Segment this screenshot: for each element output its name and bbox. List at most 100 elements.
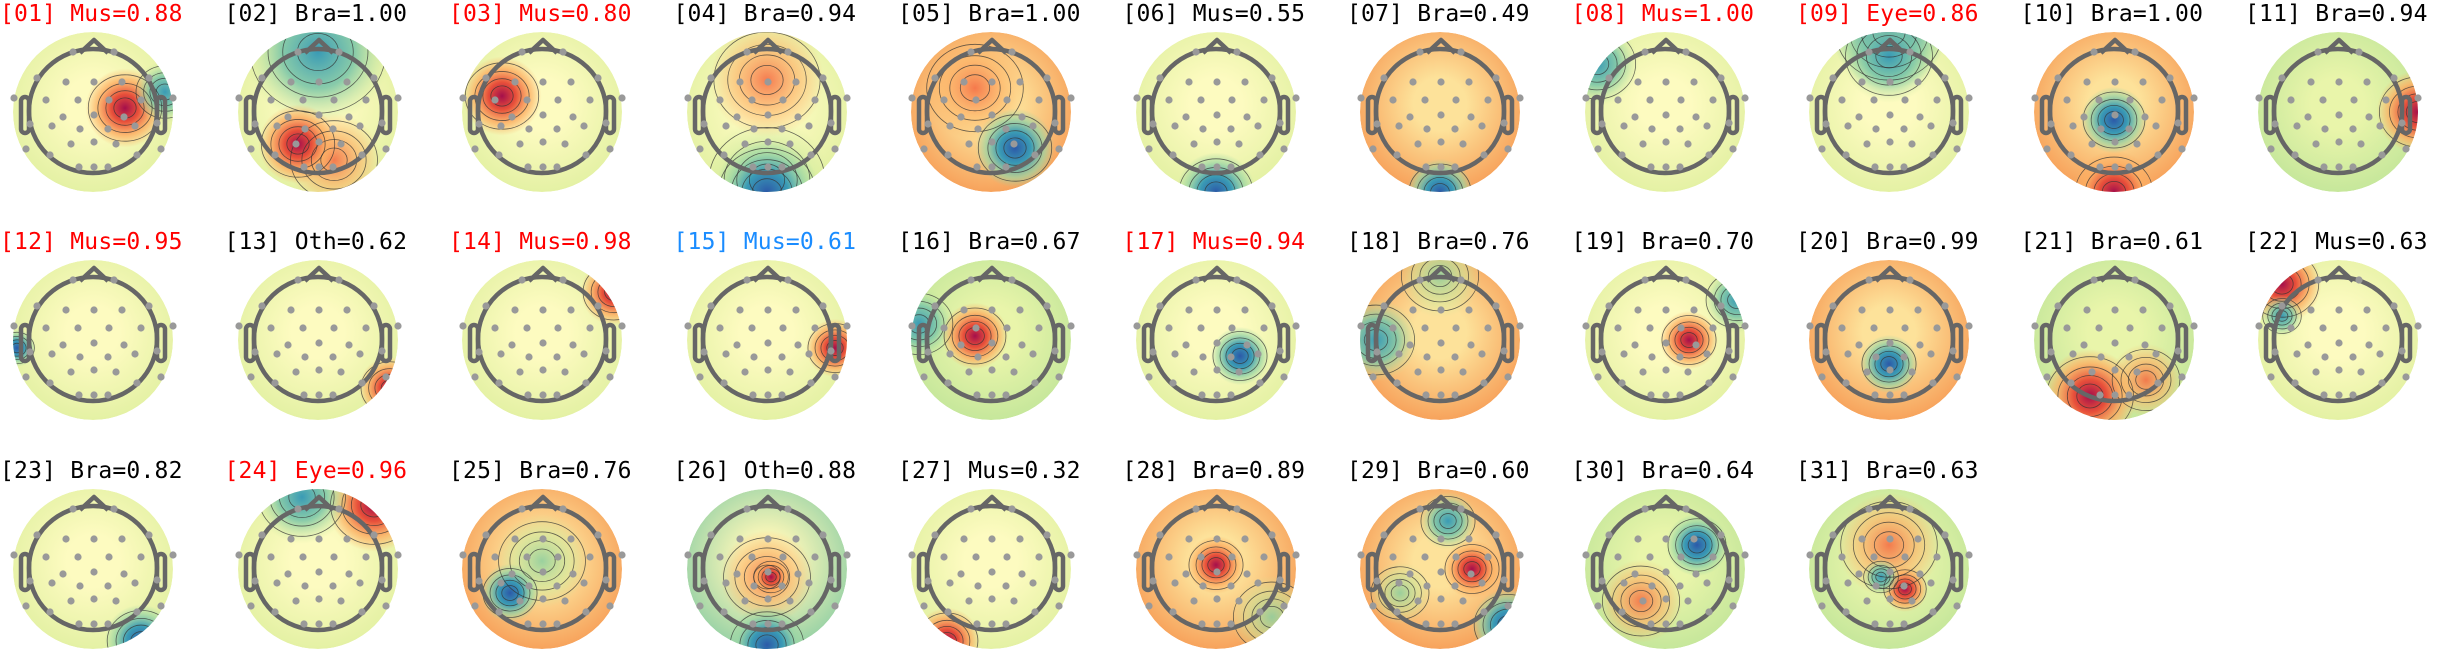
electrode-dot — [1844, 350, 1852, 358]
head-outline — [1590, 494, 1739, 633]
electrode-dot — [1844, 122, 1852, 130]
electrode-dot — [75, 163, 83, 171]
electrode-dot — [1191, 48, 1200, 56]
electrode-dot — [2110, 366, 2119, 374]
electrode-dot — [1067, 551, 1075, 559]
electrode-dot — [1155, 531, 1164, 539]
electrode-dot — [2096, 125, 2105, 133]
electrode-dot — [1702, 579, 1711, 587]
electrode-dot — [740, 368, 749, 376]
electrode-dot — [46, 608, 54, 616]
electrode-dot — [76, 353, 84, 361]
electrode-dot — [357, 608, 366, 616]
contour-line — [1863, 521, 1915, 569]
electrode-dot — [1003, 324, 1011, 332]
electrode-dot — [602, 347, 610, 355]
contour-line — [949, 64, 1001, 112]
electrode-dot — [1457, 505, 1465, 513]
electrode-dot — [1500, 119, 1508, 127]
electrode-dot — [46, 151, 54, 159]
electrode-dot — [46, 379, 54, 387]
electrode-dot — [2312, 140, 2320, 148]
electrode-dot — [1212, 163, 1221, 171]
electrode-dot — [283, 570, 292, 578]
electrode-dot — [1380, 531, 1388, 539]
electrode-dot — [2094, 96, 2103, 104]
electrode-dot — [2124, 163, 2133, 171]
topomap-blob — [941, 302, 1009, 370]
electrode-dot — [988, 306, 996, 314]
topomap — [459, 489, 626, 649]
electrode-dot — [1941, 531, 1949, 539]
electrode-dot — [972, 96, 980, 104]
electrode-dot — [1630, 570, 1639, 578]
electrode-dot — [1728, 373, 1737, 381]
topomap — [1806, 489, 1973, 649]
head-outline — [18, 37, 168, 176]
electrode-dot — [602, 576, 610, 584]
electrode-dot — [1191, 505, 1200, 513]
electrode-dot — [1055, 145, 1063, 153]
electrode-dot — [946, 350, 954, 358]
electrode-dot — [272, 350, 281, 358]
electrode-dot — [972, 553, 980, 561]
topomap — [908, 260, 1075, 420]
electrode-dot — [2130, 276, 2139, 284]
contour-line — [2111, 349, 2180, 411]
electrode-dot — [2087, 368, 2096, 376]
electrode-dot — [62, 78, 70, 86]
contour-line — [2096, 105, 2131, 135]
electrode-dot — [2307, 306, 2315, 314]
electrode-dot — [369, 74, 378, 82]
electrode-dot — [618, 551, 626, 559]
topomap — [2030, 260, 2198, 420]
electrode-dot — [491, 553, 499, 561]
electrode-dot — [2312, 368, 2320, 376]
topomap-blob — [1210, 326, 1269, 386]
contour-line — [2378, 76, 2418, 148]
electrode-dot — [1630, 341, 1639, 349]
electrode-dot — [1900, 391, 1908, 399]
topomap — [10, 32, 177, 192]
electrode-dot — [1423, 582, 1431, 590]
electrode-dot — [965, 597, 973, 605]
electrode-dot — [1492, 302, 1500, 310]
electrode-dot — [1437, 568, 1445, 576]
electrode-dot — [511, 306, 519, 314]
electrode-dot — [830, 373, 839, 381]
contour-line — [285, 133, 310, 155]
electrode-dot — [1423, 125, 1431, 133]
electrode-dot — [972, 324, 980, 332]
contour-line — [1384, 578, 1416, 608]
electrode-dot — [76, 125, 84, 133]
electrode-dot — [735, 306, 744, 314]
electrode-dot — [2357, 140, 2365, 148]
electrode-dot — [1437, 111, 1445, 119]
electrode-dot — [957, 341, 965, 349]
electrode-dot — [257, 302, 266, 310]
electrode-dot — [732, 341, 741, 349]
head-outline — [18, 265, 168, 404]
electrode-dot — [2165, 74, 2174, 82]
electrode-dot — [2110, 391, 2119, 399]
component-title: [15] Mus=0.61 — [673, 229, 857, 255]
electrode-dot — [1900, 163, 1908, 171]
contour-line — [495, 579, 525, 607]
electrode-dot — [1016, 78, 1024, 86]
electrode-dot — [1373, 120, 1381, 128]
electrode-dot — [26, 348, 34, 356]
electrode-dot — [250, 348, 259, 356]
electrode-dot — [1421, 324, 1429, 332]
electrode-dot — [283, 113, 292, 121]
electrode-dot — [329, 553, 338, 561]
electrode-dot — [1728, 145, 1737, 153]
electrode-dot — [69, 48, 77, 56]
electrode-dot — [747, 324, 756, 332]
head-outline — [2039, 265, 2188, 404]
contour-line — [1840, 500, 1938, 590]
electrode-dot — [342, 78, 351, 86]
electrode-dot — [1437, 595, 1445, 603]
electrode-dot — [2042, 145, 2051, 153]
electrode-dot — [830, 145, 839, 153]
electrode-dot — [1929, 608, 1937, 616]
